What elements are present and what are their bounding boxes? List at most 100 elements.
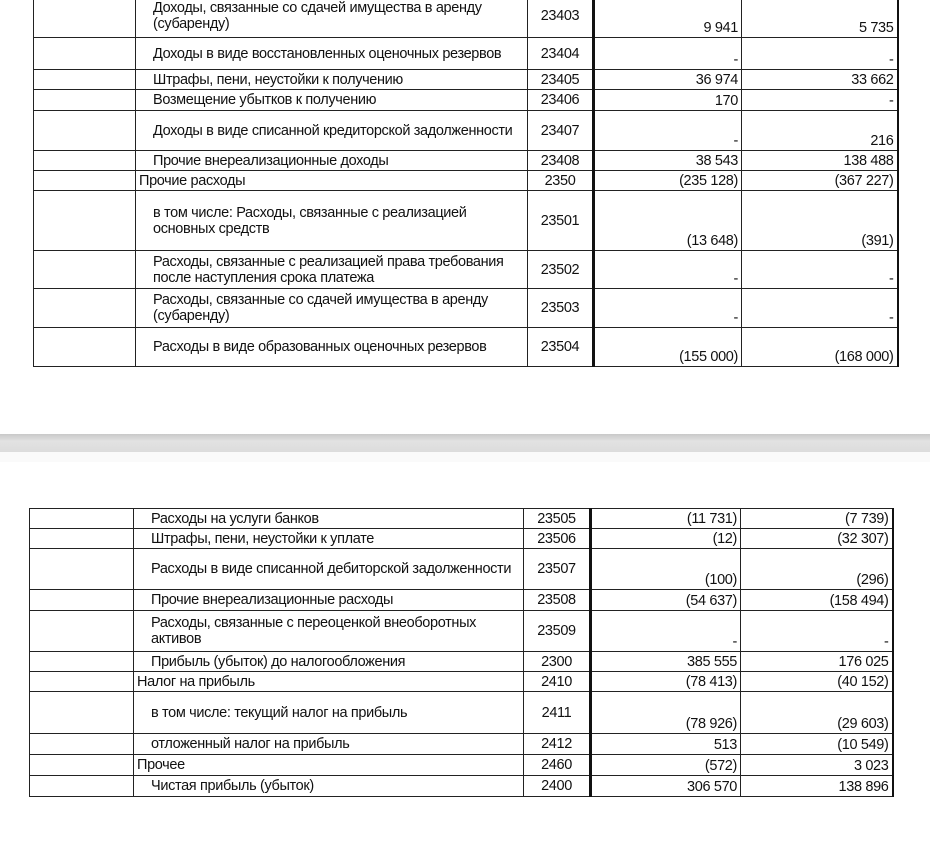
previous-period-value: (32 307): [740, 528, 894, 549]
previous-period-value: -: [741, 288, 899, 328]
table-row: Возмещение убытков к получению 23406 170-: [33, 89, 899, 111]
current-period-value: 385 555: [589, 651, 741, 672]
row-code: 23502: [527, 250, 594, 289]
empty-cell: [33, 150, 136, 171]
table-row: Прибыль (убыток) до налогообложения 2300 3…: [29, 651, 894, 672]
table-body: Расходы на услуги банков 23505 (11 731) (7 …: [29, 508, 894, 797]
current-period-value: -: [592, 250, 742, 289]
previous-period-value: -: [741, 89, 899, 111]
table-row: Налог на прибыль 2410 (78 413) (40 152): [29, 671, 894, 692]
row-code: 23508: [523, 589, 591, 611]
table-body: Доходы, связанные со сдачей имущества в …: [33, 0, 899, 367]
row-label: Расходы в виде списанной дебиторской зад…: [133, 548, 524, 590]
row-label: Расходы, связанные с реализацией права т…: [135, 250, 528, 289]
table-row: Прочие внереализационные доходы 23408 38 5…: [33, 150, 899, 171]
row-label: Налог на прибыль: [133, 671, 524, 692]
row-label: Прочие расходы: [135, 170, 528, 191]
empty-cell: [33, 69, 136, 90]
previous-period-value: (40 152): [740, 671, 894, 692]
current-period-value: (572): [589, 754, 741, 776]
previous-period-value: -: [741, 250, 899, 289]
row-label: Расходы в виде образованных оценочных ре…: [135, 327, 528, 367]
row-label: отложенный налог на прибыль: [133, 733, 524, 755]
empty-cell: [33, 37, 136, 70]
table-row: Прочие расходы 2350 (235 128) (367 227): [33, 170, 899, 191]
previous-period-value: (296): [740, 548, 894, 590]
table-row: Прочее 2460 (572) 3 023: [29, 754, 894, 776]
empty-cell: [33, 250, 136, 289]
previous-period-value: 176 025: [740, 651, 894, 672]
current-period-value: (155 000): [592, 327, 742, 367]
table-row: в том числе: Расходы, связанные с реализ…: [33, 190, 899, 251]
row-code: 2350: [527, 170, 594, 191]
row-code: 2410: [523, 671, 591, 692]
empty-cell: [29, 651, 134, 672]
empty-cell: [33, 0, 136, 38]
previous-period-value: (367 227): [741, 170, 899, 191]
empty-cell: [33, 288, 136, 328]
empty-cell: [29, 775, 134, 797]
row-label: Доходы в виде восстановленных оценочных …: [135, 37, 528, 70]
row-code: 23408: [527, 150, 594, 171]
row-label: Расходы, связанные со сдачей имущества в…: [135, 288, 528, 328]
table-row: Расходы, связанные с переоценкой внеобор…: [29, 610, 894, 652]
current-period-value: 36 974: [592, 69, 742, 90]
row-label: Штрафы, пени, неустойки к получению: [135, 69, 528, 90]
empty-cell: [33, 110, 136, 151]
previous-period-value: 138 896: [740, 775, 894, 797]
financial-table-page-2: Расходы на услуги банков 23505 (11 731) (7 …: [29, 508, 894, 797]
current-period-value: 513: [589, 733, 741, 755]
current-period-value: -: [592, 288, 742, 328]
row-label: Доходы в виде списанной кредиторской зад…: [135, 110, 528, 151]
current-period-value: -: [592, 37, 742, 70]
current-period-value: (100): [589, 548, 741, 590]
row-code: 2460: [523, 754, 591, 776]
row-label: Чистая прибыль (убыток): [133, 775, 524, 797]
page-gap: [0, 452, 930, 462]
previous-period-value: 33 662: [741, 69, 899, 90]
table-row: Штрафы, пени, неустойки к получению 23405…: [33, 69, 899, 90]
page-separator: [0, 434, 930, 452]
current-period-value: 170: [592, 89, 742, 111]
previous-period-value: 216: [741, 110, 899, 151]
table-row: Прочие внереализационные расходы 23508 (54…: [29, 589, 894, 611]
empty-cell: [33, 327, 136, 367]
row-code: 23509: [523, 610, 591, 652]
empty-cell: [29, 691, 134, 734]
row-code: 2400: [523, 775, 591, 797]
current-period-value: 38 543: [592, 150, 742, 171]
row-label: Прибыль (убыток) до налогообложения: [133, 651, 524, 672]
table-row: Доходы в виде списанной кредиторской зад…: [33, 110, 899, 151]
table-row: в том числе: текущий налог на прибыль 241…: [29, 691, 894, 734]
current-period-value: -: [592, 110, 742, 151]
current-period-value: -: [589, 610, 741, 652]
financial-table-page-1: Доходы, связанные со сдачей имущества в …: [33, 0, 899, 367]
previous-period-value: -: [741, 37, 899, 70]
previous-period-value: (10 549): [740, 733, 894, 755]
empty-cell: [33, 190, 136, 251]
row-code: 23501: [527, 190, 594, 251]
previous-period-value: (391): [741, 190, 899, 251]
table-row: Чистая прибыль (убыток) 2400 306 570 138 89…: [29, 775, 894, 797]
table-row: Расходы в виде списанной дебиторской зад…: [29, 548, 894, 590]
row-label: Расходы на услуги банков: [133, 508, 524, 529]
previous-period-value: (29 603): [740, 691, 894, 734]
row-label: Прочее: [133, 754, 524, 776]
current-period-value: 9 941: [592, 0, 742, 38]
row-code: 23504: [527, 327, 594, 367]
current-period-value: (13 648): [592, 190, 742, 251]
table-row: Доходы в виде восстановленных оценочных …: [33, 37, 899, 70]
empty-cell: [29, 610, 134, 652]
row-code: 23505: [523, 508, 591, 529]
previous-period-value: (7 739): [740, 508, 894, 529]
row-label: Прочие внереализационные расходы: [133, 589, 524, 611]
table-row: Доходы, связанные со сдачей имущества в …: [33, 0, 899, 38]
row-label: Штрафы, пени, неустойки к уплате: [133, 528, 524, 549]
table-row: отложенный налог на прибыль 2412 513 (10 54…: [29, 733, 894, 755]
empty-cell: [29, 589, 134, 611]
empty-cell: [33, 89, 136, 111]
row-label: Возмещение убытков к получению: [135, 89, 528, 111]
table-row: Расходы на услуги банков 23505 (11 731) (7 …: [29, 508, 894, 529]
empty-cell: [29, 671, 134, 692]
table-row: Штрафы, пени, неустойки к уплате 23506 (12…: [29, 528, 894, 549]
